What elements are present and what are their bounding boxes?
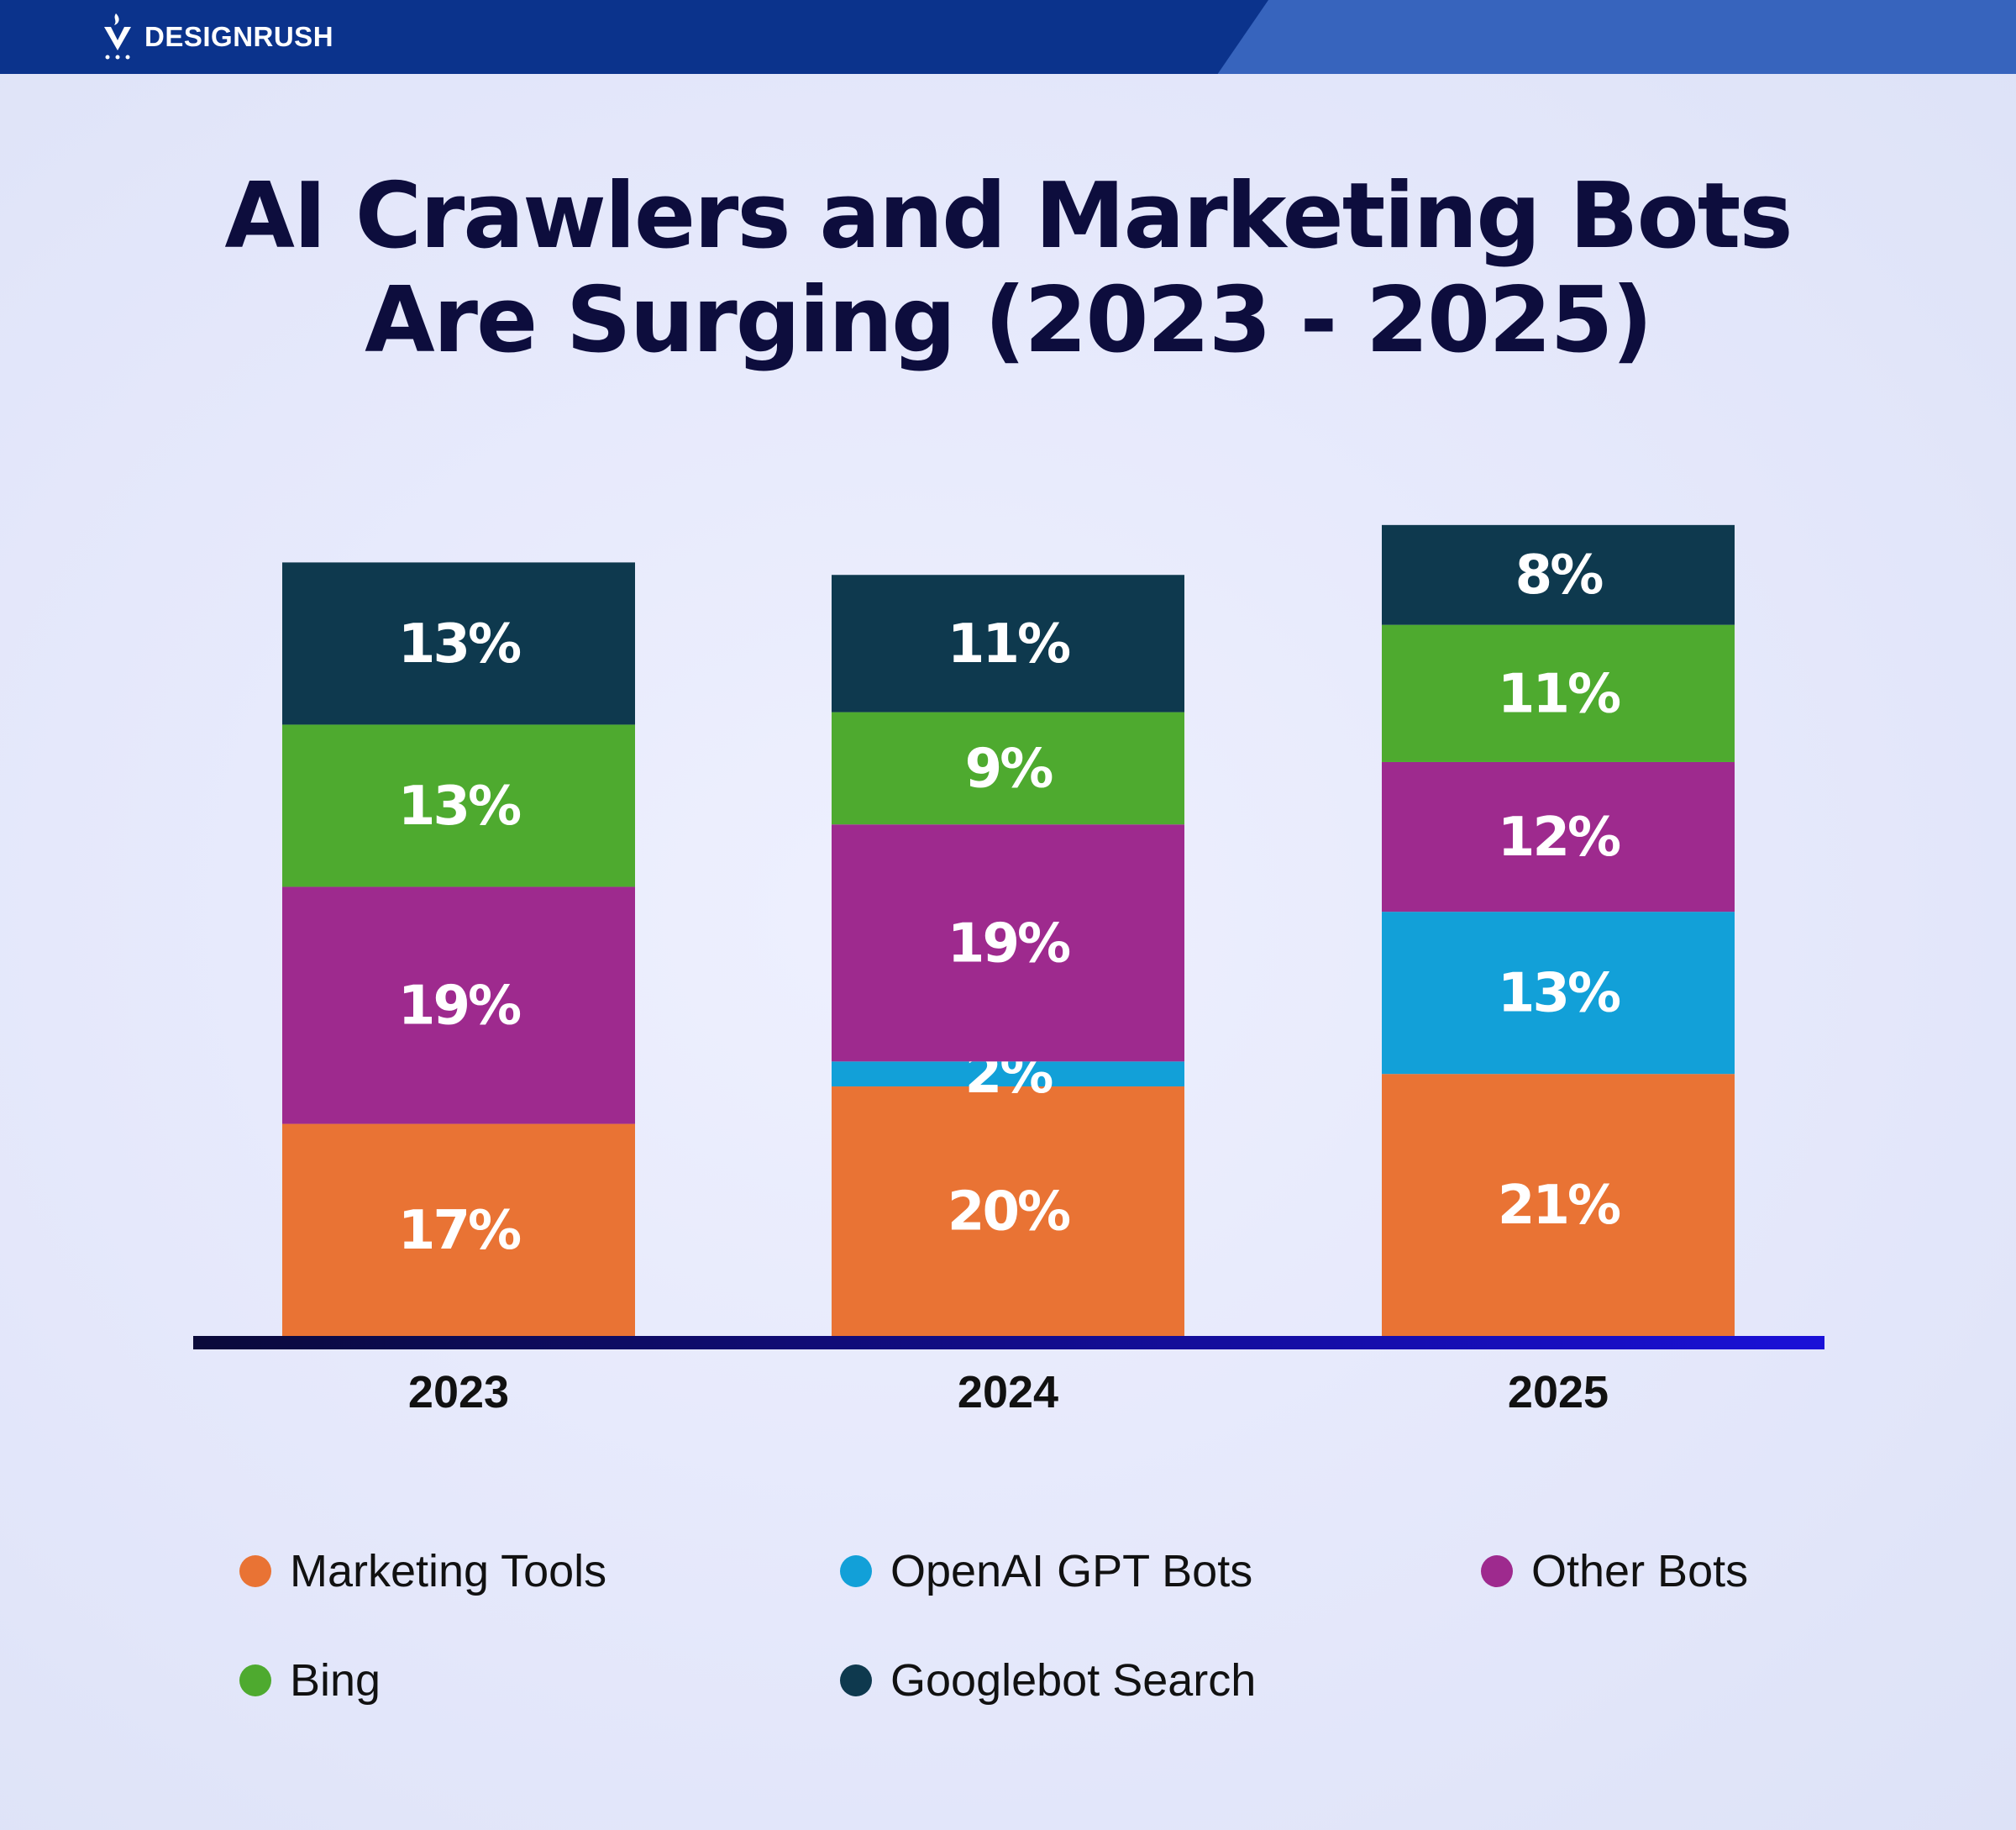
data-label-2023-marketing-tools: 17% bbox=[398, 1200, 521, 1262]
x-tick-label-2024: 2024 bbox=[958, 1367, 1058, 1417]
chart-title-line-1: AI Crawlers and Marketing Bots bbox=[224, 164, 1793, 269]
bar-segment-2025-marketing-tools bbox=[1382, 1074, 1735, 1336]
data-label-2024-marketing-tools: 20% bbox=[948, 1181, 1070, 1244]
category-labels: 2023 2024 2025 bbox=[408, 1367, 1609, 1417]
bar-segment-2023-googlebot-search bbox=[282, 562, 635, 725]
data-label-2024-googlebot-search: 11% bbox=[948, 613, 1070, 676]
bar-segment-2025-bing bbox=[1382, 624, 1735, 762]
data-label-2025-other-bots: 12% bbox=[1498, 807, 1620, 869]
data-label-2023-other-bots: 19% bbox=[398, 975, 521, 1038]
bar-segment-2025-googlebot-search bbox=[1382, 524, 1735, 625]
data-label-2025-openai-gpt-bots: 13% bbox=[1498, 963, 1620, 1025]
bar-segment-2024-bing bbox=[832, 712, 1184, 825]
bars-group: 17%19%13%13%20%2%19%9%11%21%13%12%11%8% bbox=[282, 524, 1735, 1336]
brand-name: DESIGNRUSH bbox=[144, 21, 334, 52]
x-axis-line bbox=[193, 1336, 1824, 1349]
chart-title-line-2: Are Surging (2023 - 2025) bbox=[365, 268, 1653, 373]
bar-segment-2023-bing bbox=[282, 724, 635, 887]
bar-segment-2023-marketing-tools bbox=[282, 1123, 635, 1336]
data-label-2023-googlebot-search: 13% bbox=[398, 613, 521, 676]
bar-segment-2024-googlebot-search bbox=[832, 575, 1184, 713]
x-tick-label-2023: 2023 bbox=[408, 1367, 509, 1417]
header-bar: DESIGNRUSH bbox=[0, 0, 2016, 74]
bar-segment-2024-marketing-tools bbox=[832, 1086, 1184, 1336]
data-label-2024-other-bots: 19% bbox=[948, 912, 1070, 975]
brand-logo[interactable]: DESIGNRUSH bbox=[101, 12, 333, 62]
data-label-2025-bing: 11% bbox=[1498, 663, 1620, 725]
x-tick-label-2025: 2025 bbox=[1508, 1367, 1609, 1417]
designrush-logo-icon bbox=[104, 13, 131, 60]
header-bar-accent bbox=[0, 0, 1268, 74]
bar-segment-2024-other-bots bbox=[832, 824, 1184, 1062]
data-label-2025-googlebot-search: 8% bbox=[1515, 544, 1604, 607]
bar-segment-2023-other-bots bbox=[282, 886, 635, 1124]
bar-segment-2024-openai-gpt-bots bbox=[832, 1061, 1184, 1087]
data-label-2025-marketing-tools: 21% bbox=[1498, 1175, 1620, 1237]
bar-segment-2025-openai-gpt-bots bbox=[1382, 912, 1735, 1075]
data-label-2023-bing: 13% bbox=[398, 776, 521, 838]
data-label-2024-bing: 9% bbox=[965, 738, 1053, 800]
chart-title: AI Crawlers and Marketing Bots Are Surgi… bbox=[0, 165, 2016, 373]
bar-segment-2025-other-bots bbox=[1382, 761, 1735, 912]
